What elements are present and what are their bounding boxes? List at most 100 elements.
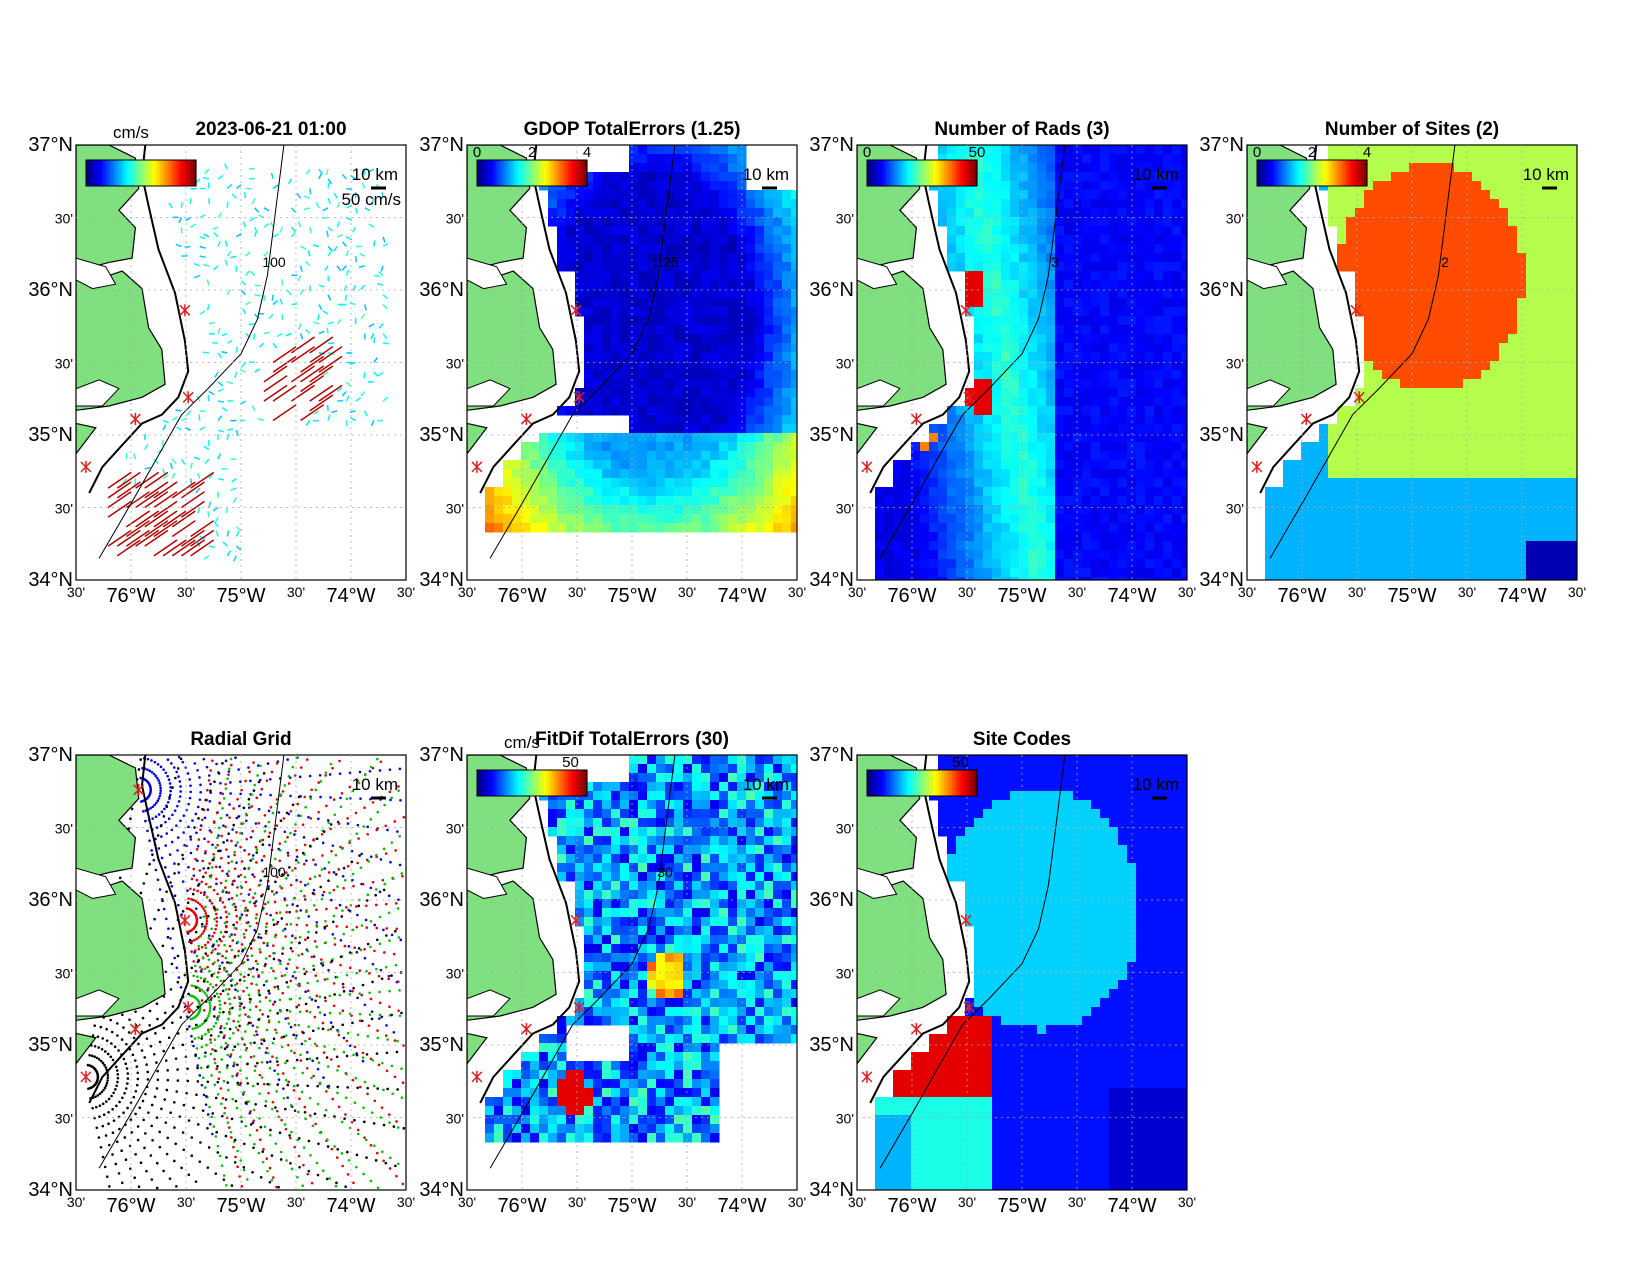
field-cell — [1472, 469, 1482, 479]
field-cell — [1562, 388, 1572, 398]
field-cell — [1073, 208, 1083, 218]
field-cell — [1154, 577, 1164, 580]
field-cell — [746, 316, 756, 326]
field-cell — [1391, 217, 1401, 227]
current-vector — [290, 336, 315, 354]
field-cell — [1373, 370, 1383, 380]
field-cell — [1109, 235, 1119, 245]
field-cell — [656, 505, 666, 515]
field-cell — [965, 253, 975, 263]
field-cell — [764, 262, 774, 272]
field-cell — [1454, 235, 1464, 245]
current-vector — [322, 207, 329, 212]
field-cell — [1445, 460, 1455, 470]
field-cell — [611, 217, 621, 227]
field-cell — [1355, 262, 1365, 272]
field-cell — [710, 451, 720, 461]
field-cell — [1091, 424, 1101, 434]
field-cell — [764, 487, 774, 497]
field-cell — [638, 451, 648, 461]
panel-nsites: 37°N30'36°N30'35°N30'34°N30' 76°W 30' 75°W 3… — [1199, 119, 1586, 607]
field-cell — [1028, 541, 1038, 551]
field-cell — [1535, 424, 1545, 434]
field-cell — [1154, 199, 1164, 209]
field-cell — [710, 172, 720, 182]
field-cell — [929, 559, 939, 569]
field-cell — [947, 154, 957, 164]
colorbar-swatch — [97, 160, 101, 186]
field-cell — [1562, 541, 1572, 551]
field-cell — [983, 181, 993, 191]
field-cell — [1037, 370, 1047, 380]
field-cell — [1454, 361, 1464, 371]
field-cell — [1544, 262, 1554, 272]
field-cell — [1364, 352, 1374, 362]
field-cell — [1571, 199, 1577, 209]
field-cell — [1436, 406, 1446, 416]
field-cell — [1463, 487, 1473, 497]
field-cell — [602, 388, 612, 398]
field-cell — [1100, 172, 1110, 182]
current-vector — [134, 478, 137, 485]
field-cell — [1091, 460, 1101, 470]
field-cell — [1154, 451, 1164, 461]
field-cell — [1454, 325, 1464, 335]
field-cell — [1535, 271, 1545, 281]
field-cell — [1409, 325, 1419, 335]
field-cell — [755, 424, 765, 434]
field-cell — [1463, 496, 1473, 506]
field-cell — [1553, 541, 1563, 551]
field-cell — [1028, 307, 1038, 317]
field-cell — [710, 262, 720, 272]
field-cell — [974, 577, 984, 580]
field-cell — [1046, 325, 1056, 335]
field-cell — [1481, 496, 1491, 506]
field-cell — [1118, 244, 1128, 254]
field-cell — [593, 190, 603, 200]
radial-grid-point — [178, 795, 182, 798]
field-cell — [920, 532, 930, 542]
field-cell — [1001, 478, 1011, 488]
field-cell — [692, 406, 702, 416]
current-vector — [153, 458, 159, 465]
field-cell — [1553, 361, 1563, 371]
field-cell — [1418, 244, 1428, 254]
field-cell — [1136, 361, 1146, 371]
field-cell — [1445, 253, 1455, 263]
field-cell — [1292, 478, 1302, 488]
field-cell — [638, 424, 648, 434]
field-cell — [1055, 325, 1065, 335]
field-cell — [1445, 559, 1455, 569]
field-cell — [1490, 433, 1500, 443]
field-cell — [1490, 289, 1500, 299]
field-cell — [1445, 424, 1455, 434]
field-cell — [1019, 370, 1029, 380]
radial-grid-point — [339, 796, 342, 800]
field-cell — [1400, 280, 1410, 290]
field-cell — [1310, 460, 1320, 470]
field-cell — [1010, 550, 1020, 560]
current-vector — [144, 481, 169, 499]
field-cell — [629, 406, 639, 416]
field-cell — [1055, 379, 1065, 389]
field-cell — [638, 262, 648, 272]
radial-grid-point — [156, 763, 160, 766]
field-cell — [629, 325, 639, 335]
field-cell — [1346, 415, 1356, 425]
current-vector — [363, 169, 366, 176]
field-cell — [773, 379, 783, 389]
field-cell — [983, 307, 993, 317]
field-cell — [1001, 424, 1011, 434]
field-cell — [1163, 208, 1173, 218]
current-vector — [383, 342, 390, 345]
field-cell — [929, 451, 939, 461]
coastline — [1259, 145, 1361, 494]
field-cell — [1571, 370, 1577, 380]
contour-label: 1.25 — [651, 254, 678, 270]
field-cell — [983, 568, 993, 578]
field-cell — [728, 442, 738, 452]
field-cell — [638, 307, 648, 317]
field-cell — [1364, 325, 1374, 335]
field-cell — [1109, 298, 1119, 308]
field-cell — [593, 352, 603, 362]
